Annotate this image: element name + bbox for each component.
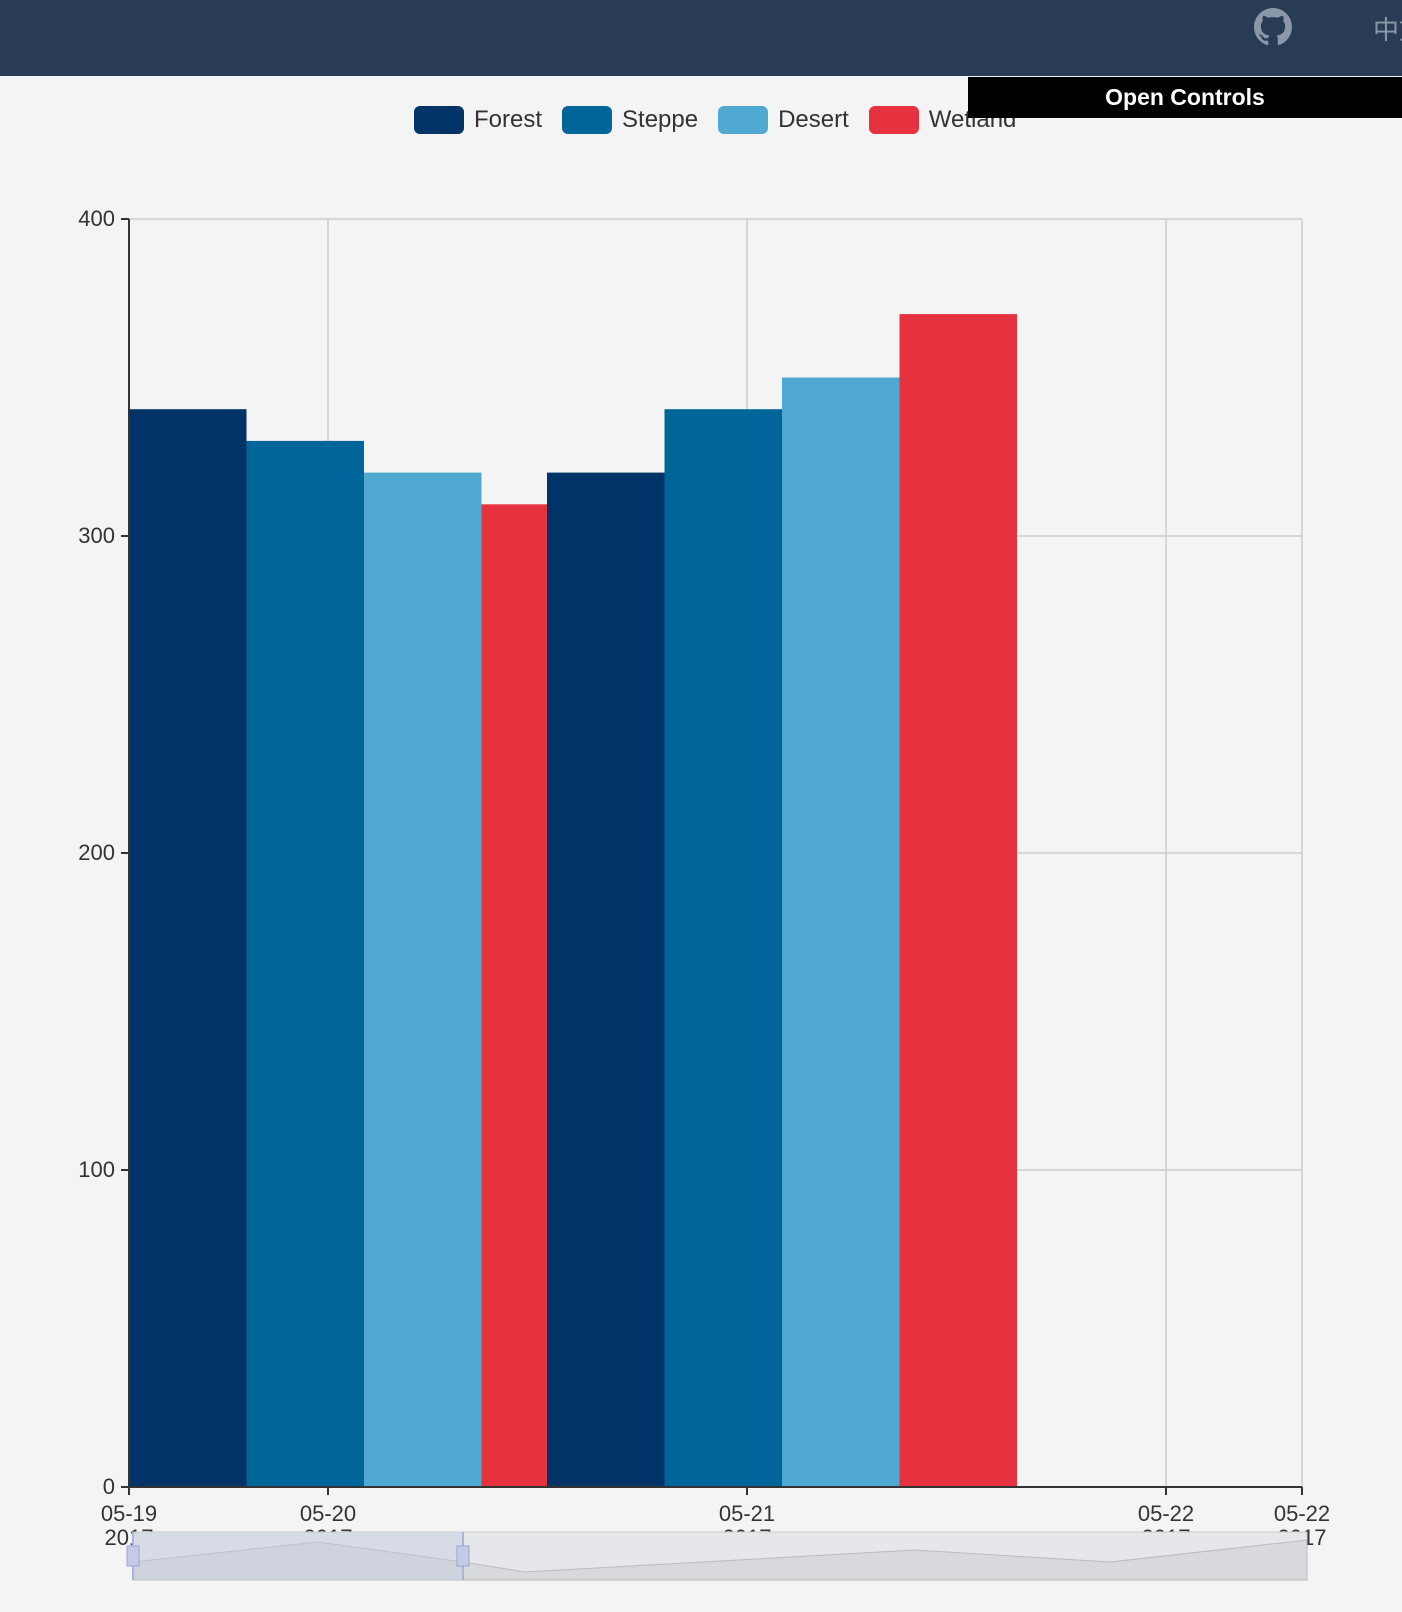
y-tick-label: 200 [78,840,115,865]
bar-forest-05-19[interactable] [129,409,247,1488]
legend-swatch [868,106,919,134]
bar-desert-05-19[interactable] [364,472,482,1488]
legend-swatch [414,106,464,134]
zoom-handle-right[interactable] [456,1545,470,1567]
legend-item-steppe[interactable]: Steppe [562,106,698,134]
language-switch[interactable]: 中文 [1373,16,1402,46]
y-tick-label: 300 [78,523,115,548]
data-zoom-slider [126,1531,1308,1581]
bar-wetland-05-21[interactable] [899,314,1018,1488]
legend-swatch [562,106,613,134]
x-tick-label: 05-20 [300,1501,356,1526]
zoom-handle-left[interactable] [126,1545,140,1567]
x-tick-label: 05-22 [1138,1501,1194,1526]
legend-item-desert[interactable]: Desert [718,106,849,134]
bar-forest-05-21[interactable] [547,472,665,1488]
zoom-selected-window[interactable] [133,1532,463,1580]
legend-label: Desert [778,106,849,133]
y-tick-label: 0 [103,1474,115,1499]
x-tick-label: 05-19 [101,1501,157,1526]
legend-item-forest[interactable]: Forest [414,106,542,134]
y-tick-label: 100 [78,1157,115,1182]
legend-label: Steppe [622,106,699,133]
top-navbar: 中文 [0,0,1402,76]
bar-steppe-05-19[interactable] [246,440,365,1487]
x-tick-label: 05-21 [719,1501,775,1526]
legend-label: Forest [474,106,543,133]
zoom-preview-area [132,1539,1308,1581]
bar-desert-05-21[interactable] [782,377,900,1488]
github-icon[interactable] [1254,8,1292,46]
x-tick-label: 05-22 [1274,1501,1330,1526]
bar-steppe-05-21[interactable] [664,409,783,1488]
y-tick-label: 400 [78,206,115,231]
open-controls-button[interactable]: Open Controls [968,77,1402,118]
legend-swatch [718,106,769,134]
